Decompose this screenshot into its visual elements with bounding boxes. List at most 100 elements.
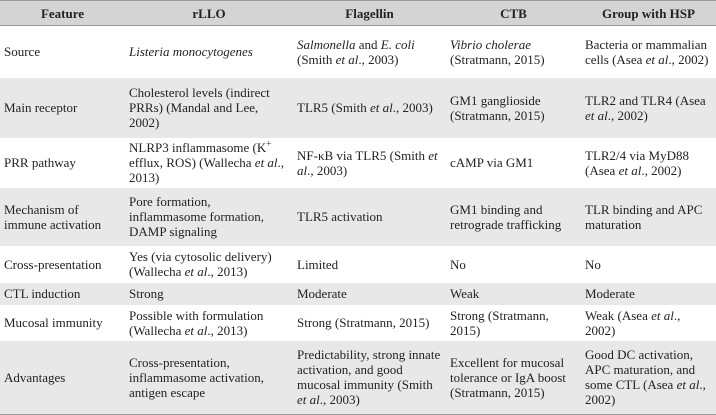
table-cell: Predictability, strong innate activation… [293,340,446,415]
text-run: Weak (Asea [585,307,652,323]
table-cell: Bacteria or mammalian cells (Asea et al.… [581,26,716,78]
header-cell: Flagellin [293,0,446,26]
text-run: Strong (Stratmann, 2015) [450,307,549,338]
table-cell: Possible with formulation (Wallecha et a… [125,305,293,341]
table-cell: GM1 ganglioside (Stratmann, 2015) [446,77,581,138]
italic-run: Salmonella [297,36,356,52]
text-run: GM1 ganglioside (Stratmann, 2015) [450,92,545,123]
table-row: Advantages Cross-presentation, inflammaso… [0,340,716,415]
text-run: Strong [129,286,164,301]
table-cell: Good DC activation, APC maturation, and … [581,340,716,415]
table-row: Source Listeria monocytogenes Salmonella a… [0,26,716,78]
text-run: Excellent for mucosal tolerance or IgA b… [450,354,566,400]
table-cell: cAMP via GM1 [446,138,581,188]
text-run: Yes (via cytosolic delivery) (Wallecha [129,249,272,279]
text-run: Mucosal immunity [4,315,103,330]
table-row: Cross-presentation Yes (via cytosolic del… [0,246,716,283]
row-label: PRR pathway [0,138,125,188]
table-cell: Vibrio cholerae (Stratmann, 2015) [446,26,581,78]
table-cell: Pore formation, inflammasome formation, … [125,187,293,246]
table-row: PRR pathway NLRP3 inflammasome (K+ efflux… [0,138,716,188]
text-run: Predictability, strong innate activation… [297,347,441,393]
text-run: efflux, ROS) (Wallecha [129,155,255,170]
text-run: ., 2013) [207,322,248,338]
table-cell: Strong [125,282,293,305]
text-run: NLRP3 inflammasome (K [129,140,267,155]
italic-run: et al [184,264,208,279]
text-run: ., 2003) [307,162,348,178]
table-cell: Cross-presentation, inflammasome activat… [125,340,293,415]
table-cell: GM1 binding and retrograde trafficking [446,187,581,246]
text-run: (Smith [297,51,336,67]
text-run: ., 2002) [585,307,681,338]
table-row: Mucosal immunity Possible with formulatio… [0,305,716,341]
text-run: ., 2003) [358,51,399,67]
text-run: ., 2002) [607,107,648,123]
text-run: CTL induction [4,286,81,301]
text-run: ., 2002) [641,162,682,178]
table-cell: TLR2/4 via MyD88 (Asea et al., 2002) [581,138,716,188]
italic-run: Listeria monocytogenes [129,44,253,60]
text-run: (Stratmann, 2015) [450,51,545,67]
italic-run: et al [369,100,393,115]
text-run: Mechanism of immune activation [4,201,102,232]
italic-run: et al [254,155,278,170]
text-run: Strong (Stratmann, 2015) [297,315,430,330]
table-row: Mechanism of immune activation Pore forma… [0,187,716,246]
table-cell: NLRP3 inflammasome (K+ efflux, ROS) (Wal… [125,138,293,188]
italic-run: et al [651,307,674,323]
text-run: Moderate [297,286,347,301]
table-cell: Cholesterol levels (indirect PRRs) (Mand… [125,77,293,138]
text-run: Cross-presentation [4,256,102,272]
row-label: Source [0,26,125,78]
text-run: Source [4,44,41,60]
row-label: CTL induction [0,282,125,305]
table-cell: Excellent for mucosal tolerance or IgA b… [446,340,581,415]
table-cell: TLR2 and TLR4 (Asea et al., 2002) [581,77,716,138]
table-body: Source Listeria monocytogenes Salmonella a… [0,26,716,415]
text-run: TLR2/4 via MyD88 (Asea [585,147,689,178]
text-run: cAMP via GM1 [450,155,534,170]
table-cell: Weak (Asea et al., 2002) [581,305,716,341]
text-run: TLR2 and TLR4 (Asea [585,92,706,108]
table-cell: TLR5 (Smith et al., 2003) [293,77,446,138]
text-run: No [450,256,466,272]
table-row: Main receptor Cholesterol levels (indirec… [0,77,716,138]
row-label: Mucosal immunity [0,305,125,341]
italic-run: et al [335,51,359,67]
table-cell: Listeria monocytogenes [125,26,293,78]
text-run: Moderate [585,286,635,301]
italic-run: et al [618,162,642,178]
text-run: Good DC activation, APC maturation, and … [585,347,696,393]
table-cell: TLR binding and APC maturation [581,187,716,246]
text-run: Limited [297,256,339,272]
header-cell: Group with HSP [581,0,716,26]
text-run: ., 2013) [207,264,248,279]
superscript: + [266,138,272,149]
table-cell: No [581,246,716,283]
text-run: TLR binding and APC maturation [585,201,703,232]
header-cell: rLLO [125,0,293,26]
text-run: Bacteria or mammalian cells (Asea [585,36,708,67]
text-run: PRR pathway [4,155,76,170]
italic-run: et al [297,147,438,178]
row-label: Mechanism of immune activation [0,187,125,246]
table-cell: No [446,246,581,283]
text-run: Pore formation, inflammasome formation, … [129,194,265,239]
text-run: TLR5 activation [297,209,383,224]
table-cell: NF-κB via TLR5 (Smith et al., 2003) [293,138,446,188]
text-run: Possible with formulation (Wallecha [129,307,264,338]
text-run: Cholesterol levels (indirect PRRs) (Mand… [129,85,270,130]
text-run: TLR5 (Smith [297,100,370,115]
header-cell: CTB [446,0,581,26]
table-cell: TLR5 activation [293,187,446,246]
row-label: Main receptor [0,77,125,138]
table-cell: Strong (Stratmann, 2015) [293,305,446,341]
text-run: ., 2002) [668,51,709,67]
italic-run: E. coli [380,36,415,52]
text-run: ., 2013) [129,155,285,185]
text-run: NF-κB via TLR5 (Smith [297,147,429,163]
italic-run: et al [676,377,700,393]
